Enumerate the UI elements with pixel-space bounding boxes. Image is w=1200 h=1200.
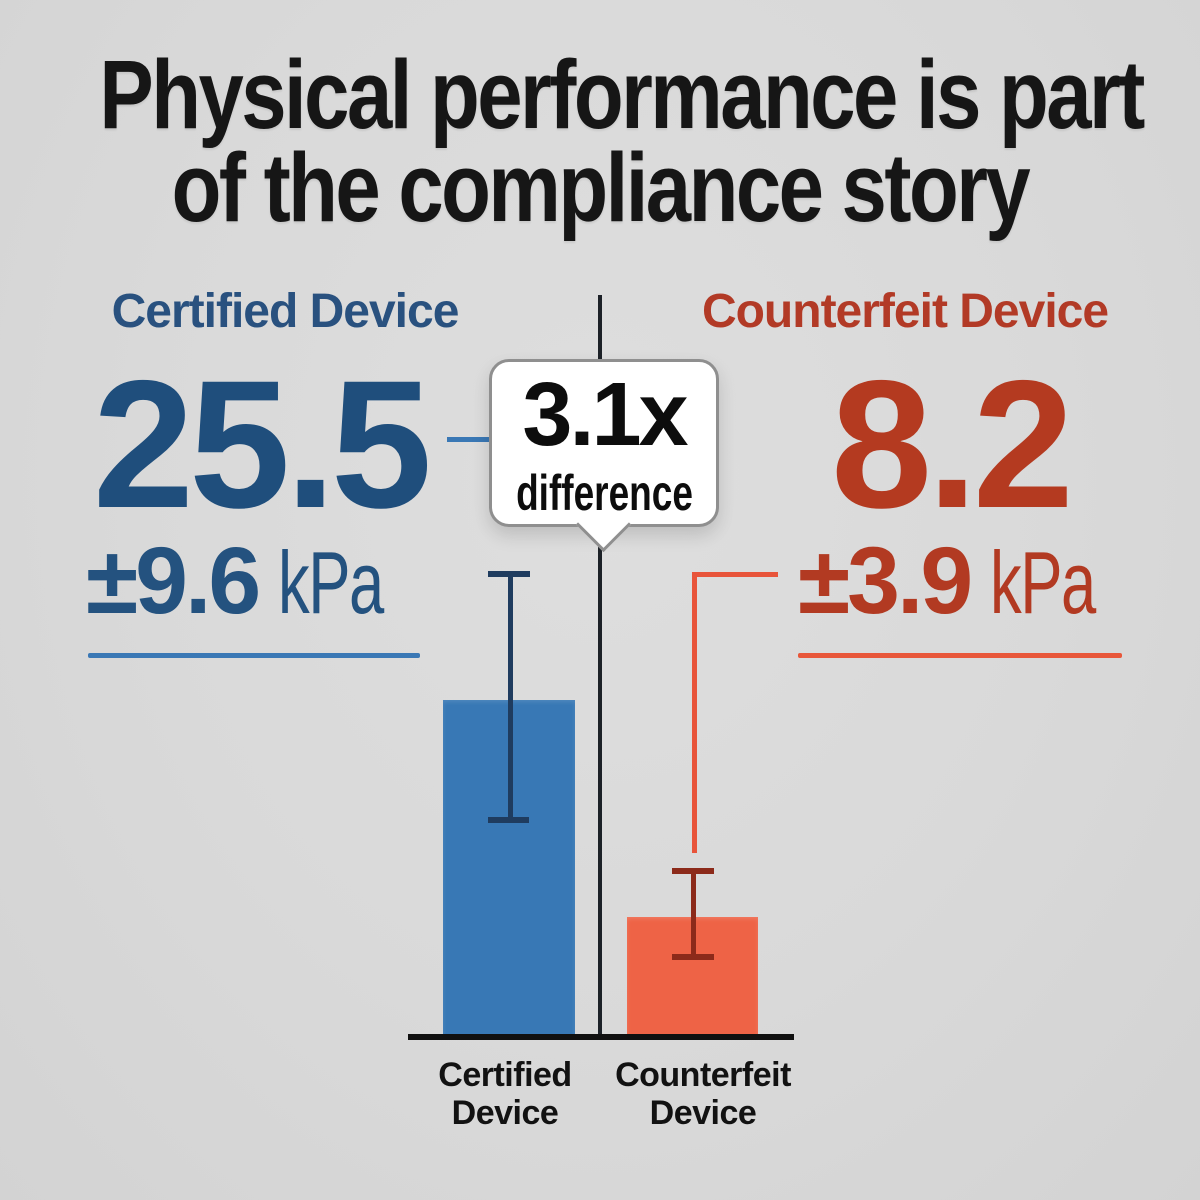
counterfeit-error-bar-stem [691,868,696,960]
certified-tolerance: ±9.6 kPa [86,534,424,629]
center-divider-line [598,295,602,1036]
counterfeit-underline [798,653,1122,658]
counterfeit-value: 8.2 [830,342,1074,546]
counterfeit-connector-line-vertical [692,572,697,853]
counterfeit-header: Counterfeit Device [701,285,1109,338]
counterfeit-unit: kPa [990,533,1096,632]
certified-underline [88,653,420,658]
x-tick-label-counterfeit: Counterfeit Device [598,1056,808,1132]
certified-connector-line [447,437,489,442]
page-title: Physical performance is part of the comp… [0,40,1200,242]
difference-callout: 3.1x difference [489,359,719,553]
x-tick-label-counterfeit-line-1: Counterfeit [615,1056,791,1094]
x-axis-baseline [408,1034,794,1040]
x-tick-label-certified-line-2: Device [451,1094,559,1132]
counterfeit-connector-line-horizontal [692,572,778,577]
x-tick-label-certified-line-1: Certified [438,1056,572,1094]
x-tick-label-certified: Certified Device [415,1056,595,1132]
certified-error-bar-stem [508,571,513,823]
difference-caption: difference [515,465,693,521]
certified-header: Certified Device [111,285,460,338]
certified-error-bar-cap-bottom [488,817,529,823]
page-title-line-2: of the compliance story [171,133,1031,242]
page-title-line-1: Physical performance is part [99,40,1145,149]
counterfeit-error-bar-cap-bottom [672,954,714,960]
counterfeit-tolerance-value: ±3.9 [798,528,973,634]
difference-multiplier: 3.1x [522,365,688,465]
certified-unit: kPa [278,533,384,632]
counterfeit-tolerance: ±3.9 kPa [798,534,1136,629]
certified-value: 25.5 [92,342,432,546]
certified-tolerance-value: ±9.6 [86,528,261,634]
x-tick-label-counterfeit-line-2: Device [649,1094,757,1132]
